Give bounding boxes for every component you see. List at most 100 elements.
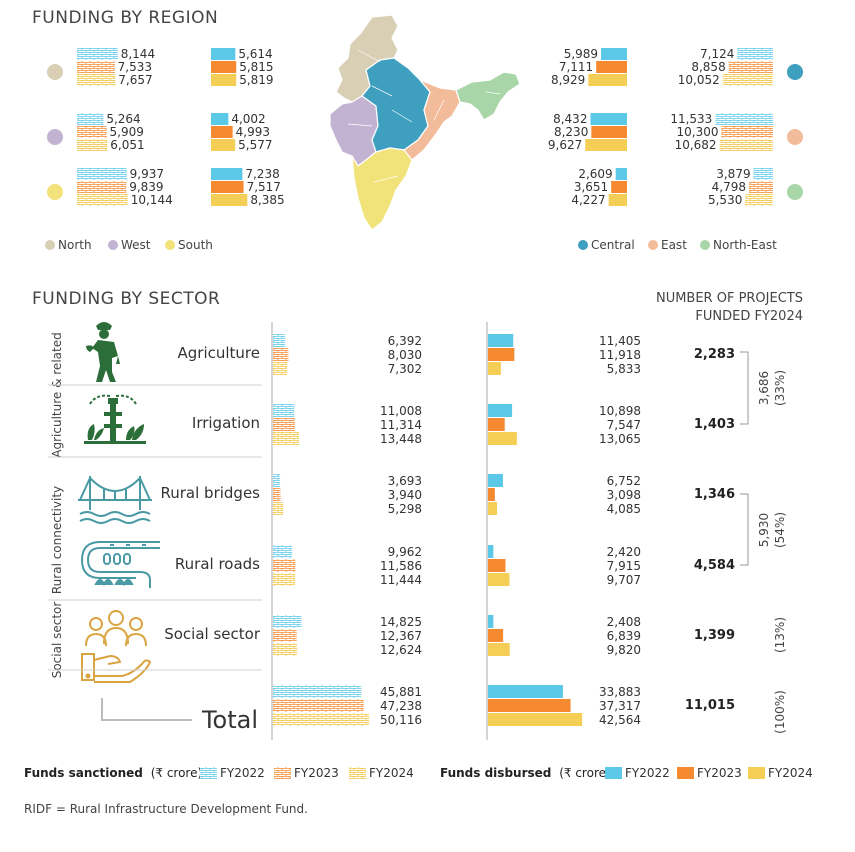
region-south-sanctioned-fy2024-label: 10,144 bbox=[131, 193, 173, 207]
region-north-sanctioned-fy2024-label: 7,657 bbox=[118, 73, 152, 87]
region-west-sanctioned-fy2024-bar bbox=[77, 139, 108, 151]
region-north-east-sanctioned-fy2023-label: 4,798 bbox=[712, 180, 746, 194]
legend-swatch-sanctioned-fy2024 bbox=[349, 767, 366, 779]
sector-rural-bridges-disbursed-fy2023-label: 3,098 bbox=[607, 488, 641, 502]
region-north-east-disbursed-fy2022-bar bbox=[615, 168, 627, 180]
region-south-disbursed-fy2023-label: 7,517 bbox=[247, 180, 281, 194]
sector-total-projects: 11,015 bbox=[685, 698, 735, 713]
sector-irrigation-disbursed-fy2022-bar bbox=[488, 404, 513, 417]
region-central-disbursed-fy2023-label: 7,111 bbox=[559, 60, 593, 74]
sector-label-social-sector: Social sector bbox=[164, 625, 261, 643]
legend-sanctioned-unit: (₹ crore) bbox=[151, 766, 202, 780]
sector-irrigation-disbursed-fy2023-bar bbox=[488, 418, 505, 431]
region-south-disbursed-fy2022-bar bbox=[211, 168, 243, 180]
region-south-sanctioned-fy2022-label: 9,937 bbox=[130, 167, 164, 181]
sector-total-disbursed-fy2024-bar bbox=[488, 713, 583, 726]
sector-rural-roads-sanctioned-fy2022-bar bbox=[273, 545, 293, 558]
legend-sanctioned-fy2024: FY2024 bbox=[369, 766, 414, 780]
sector-rural-roads-sanctioned-fy2023-label: 11,586 bbox=[380, 559, 422, 573]
sector-social-sector-disbursed-fy2024-label: 9,820 bbox=[607, 643, 641, 657]
sector-total-disbursed-fy2022-bar bbox=[488, 685, 563, 698]
region-north-sanctioned-fy2023-bar bbox=[77, 61, 115, 73]
sector-social-sector-disbursed-fy2024-bar bbox=[488, 643, 510, 656]
legend-disbursed-fy2023: FY2023 bbox=[697, 766, 742, 780]
sector-social-sector-sanctioned-fy2022-bar bbox=[273, 615, 302, 628]
region-north-disbursed-fy2023-bar bbox=[211, 61, 237, 73]
legend-swatch-sanctioned-fy2022 bbox=[200, 767, 217, 779]
legend-disbursed-title: Funds disbursed bbox=[440, 766, 551, 780]
region-central-sanctioned-fy2024-bar bbox=[722, 74, 773, 86]
legend-sanctioned-fy2023: FY2023 bbox=[294, 766, 339, 780]
road-icon bbox=[80, 541, 160, 588]
region-north-east-disbursed-fy2024-bar bbox=[608, 194, 627, 206]
legend-dot-east bbox=[648, 240, 658, 250]
region-north-disbursed-fy2024-bar bbox=[211, 74, 237, 86]
region-south-sanctioned-fy2022-bar bbox=[77, 168, 127, 180]
sector-agriculture-sanctioned-fy2023-label: 8,030 bbox=[388, 348, 422, 362]
region-north-disbursed-fy2022-bar bbox=[211, 48, 236, 60]
legend-sanctioned-fy2022: FY2022 bbox=[220, 766, 265, 780]
region-north-disbursed-fy2022-label: 5,614 bbox=[238, 47, 272, 61]
region-south-sanctioned-fy2023-label: 9,839 bbox=[129, 180, 163, 194]
sector-irrigation-sanctioned-fy2024-bar bbox=[273, 432, 299, 445]
region-east-sanctioned-fy2022-bar bbox=[715, 113, 773, 125]
sector-label-rural-roads: Rural roads bbox=[175, 555, 260, 573]
sector-social-sector-disbursed-fy2023-bar bbox=[488, 629, 504, 642]
sector-social-sector-sanctioned-fy2024-label: 12,624 bbox=[380, 643, 422, 657]
sector-rural-roads-disbursed-fy2022-bar bbox=[488, 545, 494, 558]
sector-irrigation-sanctioned-fy2024-label: 13,448 bbox=[380, 432, 422, 446]
sector-rural-roads-sanctioned-fy2023-bar bbox=[273, 559, 296, 572]
legend-label-central: Central bbox=[591, 238, 635, 252]
region-north-east-disbursed-fy2024-label: 4,227 bbox=[571, 193, 605, 207]
sector-agriculture-sanctioned-fy2023-bar bbox=[273, 348, 289, 361]
region-north-disbursed-fy2024-label: 5,819 bbox=[239, 73, 273, 87]
region-east-disbursed-fy2022-bar bbox=[590, 113, 627, 125]
legend-label-northeast: North-East bbox=[713, 238, 777, 252]
group-label-connectivity: Rural connectivity bbox=[50, 486, 64, 594]
region-central-disbursed-fy2024-label: 8,929 bbox=[551, 73, 585, 87]
farmer-icon bbox=[86, 322, 120, 382]
sector-total-disbursed-fy2023-label: 37,317 bbox=[599, 699, 641, 713]
sector-total-disbursed-fy2024-label: 42,564 bbox=[599, 713, 641, 727]
sector-rural-bridges-disbursed-fy2023-bar bbox=[488, 488, 495, 501]
sector-social-sector-projects: 1,399 bbox=[694, 628, 735, 643]
legend-dot-west bbox=[108, 240, 118, 250]
sector-rural-roads-disbursed-fy2024-bar bbox=[488, 573, 510, 586]
sector-agriculture-sanctioned-fy2022-label: 6,392 bbox=[388, 334, 422, 348]
bridge-icon bbox=[78, 476, 152, 524]
sector-agriculture-sanctioned-fy2024-bar bbox=[273, 362, 288, 375]
sector-rural-bridges-sanctioned-fy2024-bar bbox=[273, 502, 284, 515]
sector-social-sector-sanctioned-fy2022-label: 14,825 bbox=[380, 615, 422, 629]
sector-rural-bridges-disbursed-fy2024-label: 4,085 bbox=[607, 502, 641, 516]
legend-dot-north bbox=[45, 240, 55, 250]
group-projects-agriculture: 3,686 bbox=[757, 371, 771, 405]
region-central-sanctioned-fy2023-label: 8,858 bbox=[691, 60, 725, 74]
region-west-disbursed-fy2023-label: 4,993 bbox=[236, 125, 270, 139]
sector-rural-roads-disbursed-fy2023-label: 7,915 bbox=[607, 559, 641, 573]
sector-total-sanctioned-fy2023-label: 47,238 bbox=[380, 699, 422, 713]
sector-rural-roads-sanctioned-fy2024-label: 11,444 bbox=[380, 573, 422, 587]
sector-irrigation-disbursed-fy2024-label: 13,065 bbox=[599, 432, 641, 446]
sector-total-sanctioned-fy2022-bar bbox=[273, 685, 362, 698]
sector-title: FUNDING BY SECTOR bbox=[32, 289, 220, 309]
group-share-agriculture: (33%) bbox=[773, 370, 787, 406]
region-central-sanctioned-fy2022-bar bbox=[737, 48, 773, 60]
region-south-sanctioned-fy2023-bar bbox=[77, 181, 127, 193]
sector-total-sanctioned-fy2024-label: 50,116 bbox=[380, 713, 422, 727]
projects-title-line2: FUNDED FY2024 bbox=[695, 309, 803, 324]
region-west-disbursed-fy2022-label: 4,002 bbox=[231, 112, 265, 126]
sector-agriculture-disbursed-fy2024-label: 5,833 bbox=[607, 362, 641, 376]
sector-irrigation-sanctioned-fy2022-bar bbox=[273, 404, 295, 417]
sector-rural-roads-projects: 4,584 bbox=[694, 558, 735, 573]
sector-bars: Agriculture6,3928,0307,30211,40511,9185,… bbox=[161, 334, 735, 734]
legend-swatch-disbursed-fy2022 bbox=[605, 767, 622, 779]
sector-rural-roads-sanctioned-fy2024-bar bbox=[273, 573, 296, 586]
region-central-sanctioned-fy2022-label: 7,124 bbox=[700, 47, 734, 61]
group-brackets bbox=[740, 351, 749, 566]
sector-social-sector-sanctioned-fy2024-bar bbox=[273, 643, 298, 656]
sector-rural-bridges-sanctioned-fy2022-label: 3,693 bbox=[388, 474, 422, 488]
